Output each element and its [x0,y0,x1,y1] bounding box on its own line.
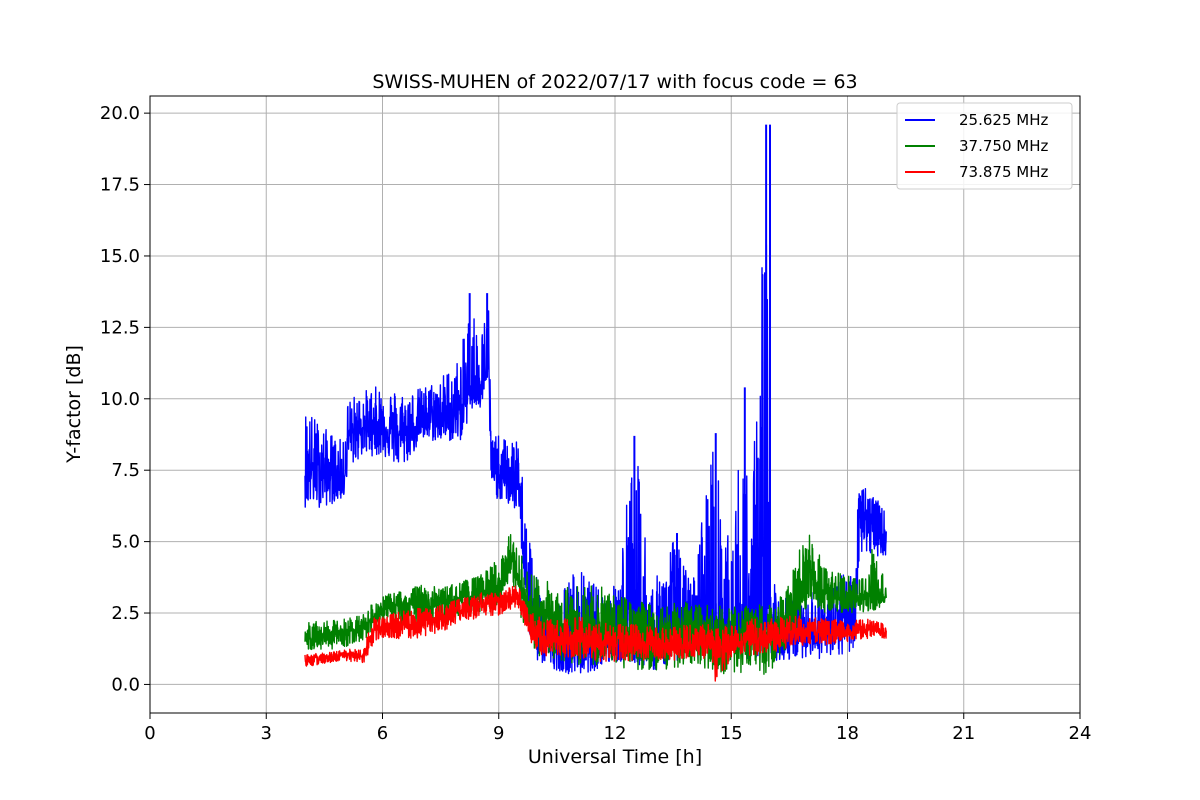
y-tick-label: 0.0 [111,674,140,695]
y-tick-label: 10.0 [100,389,140,410]
y-tick-label: 5.0 [111,532,140,553]
x-tick-label: 3 [261,723,272,744]
legend-label: 73.875 MHz [959,163,1048,181]
x-tick-label: 0 [144,723,155,744]
x-tick-label: 12 [604,723,627,744]
x-tick-label: 24 [1069,723,1092,744]
y-tick-label: 20.0 [100,103,140,124]
chart-title: SWISS-MUHEN of 2022/07/17 with focus cod… [372,71,857,93]
x-tick-label: 18 [836,723,859,744]
y-axis-label: Y-factor [dB] [63,345,85,464]
legend-box [896,102,1073,190]
legend: 25.625 MHz 37.750 MHz 73.875 MHz [896,102,1073,190]
y-tick-label: 15.0 [100,246,140,267]
legend-label: 25.625 MHz [959,111,1048,129]
legend-label: 37.750 MHz [959,137,1048,155]
x-tick-label: 9 [493,723,504,744]
y-tick-label: 2.5 [111,603,140,624]
series-layer [304,124,887,682]
x-tick-label: 21 [952,723,975,744]
series-line-3 [304,585,887,682]
x-tick-label: 6 [377,723,388,744]
ticks: 0 3 6 9 12 15 18 21 24 0.0 2.5 5.0 7.5 10.0 12.5 15.0 17… [100,103,1092,744]
x-tick-label: 15 [720,723,743,744]
y-tick-label: 12.5 [100,317,140,338]
y-tick-label: 7.5 [111,460,140,481]
y-tick-label: 17.5 [100,175,140,196]
x-axis-label: Universal Time [h] [528,746,702,768]
